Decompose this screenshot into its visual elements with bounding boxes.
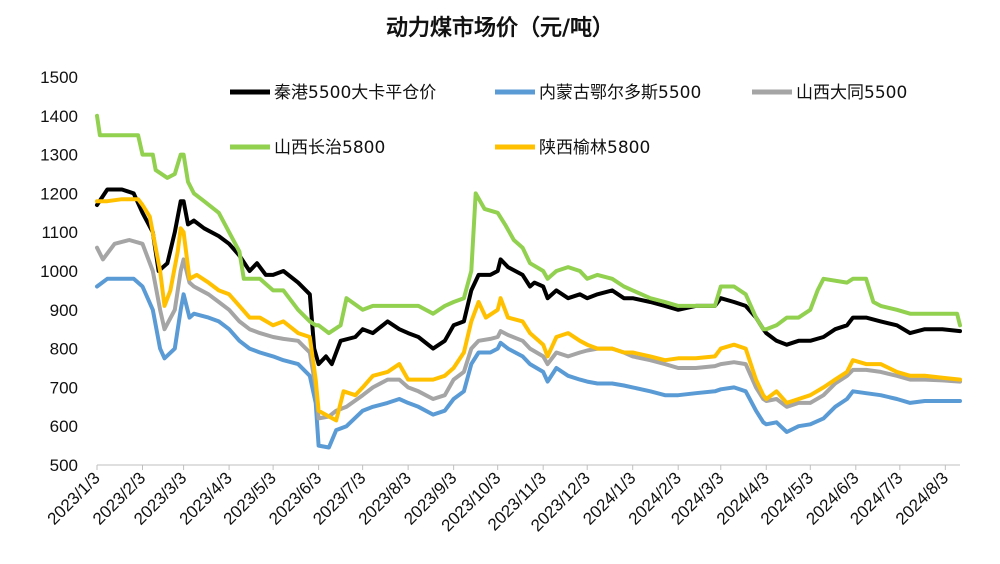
legend-label: 山西长治5800 [274,138,385,158]
y-tick-label: 800 [50,340,78,359]
series-line-3 [95,113,962,336]
y-tick-label: 700 [50,378,78,397]
y-tick-label: 1500 [40,68,78,87]
y-tick-label: 1000 [40,262,78,281]
legend-label: 陕西榆林5800 [539,138,650,158]
y-tick-label: 500 [50,456,78,475]
y-tick-label: 1100 [41,223,78,242]
y-tick-label: 1300 [40,146,78,165]
legend-label: 内蒙古鄂尔多斯5500 [539,83,701,103]
y-tick-label: 1400 [40,107,78,126]
series-line-0 [95,187,962,367]
legend-label: 秦港5500大卡平仓价 [274,83,436,103]
chart-title: 动力煤市场价（元/吨） [385,16,615,41]
y-tick-label: 600 [50,417,78,436]
series-line-2 [95,238,962,421]
series-line-4 [95,197,962,423]
legend-label: 山西大同5500 [796,83,907,103]
y-tick-label: 1200 [40,184,78,203]
series-line-1 [95,276,962,450]
y-tick-label: 900 [50,301,78,320]
